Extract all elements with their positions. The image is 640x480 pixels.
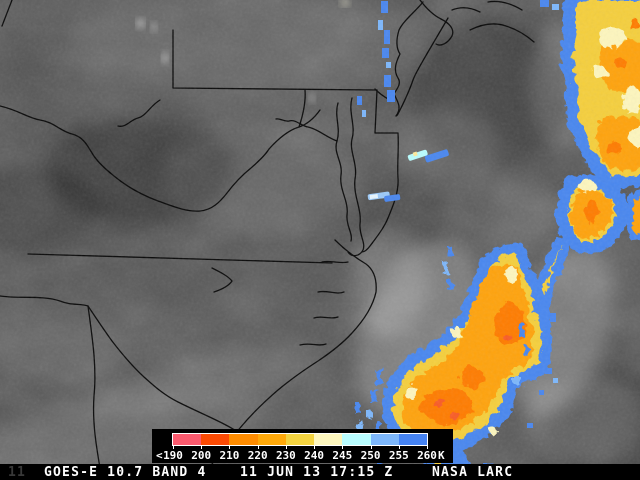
legend-swatch bbox=[314, 434, 343, 445]
legend-tick-label: 210 bbox=[219, 449, 240, 462]
legend-less-than-label: < bbox=[156, 449, 163, 462]
legend-tick-label: 260 bbox=[417, 449, 437, 462]
footer-credit-label: NASA LARC bbox=[432, 465, 514, 480]
legend-swatch bbox=[370, 434, 399, 445]
footer-instrument-label: GOES-E 10.7 BAND 4 bbox=[44, 465, 207, 480]
legend-tick-mark bbox=[398, 446, 400, 449]
legend-tick-label: 255 bbox=[388, 449, 409, 462]
legend-swatch bbox=[173, 434, 202, 445]
legend-tick-mark bbox=[370, 446, 372, 449]
legend-tick-label: 190 bbox=[163, 449, 183, 462]
legend-swatch bbox=[257, 434, 286, 445]
legend-box: 190 200 210 220 230 240 245 250 255 260 < K bbox=[152, 429, 453, 463]
legend-tick-label: 220 bbox=[247, 449, 268, 462]
legend-tick-label: 230 bbox=[275, 449, 296, 462]
legend-tick-mark bbox=[285, 446, 287, 449]
legend-tick-mark bbox=[173, 446, 174, 449]
legend-tick-label: 200 bbox=[191, 449, 212, 462]
legend-tick-mark bbox=[342, 446, 344, 449]
legend-tick-label: 250 bbox=[360, 449, 381, 462]
legend-tick-mark bbox=[427, 446, 428, 449]
legend-tick-label: 245 bbox=[332, 449, 353, 462]
footer-artifact: 11 bbox=[8, 465, 27, 480]
legend-swatch bbox=[398, 434, 427, 445]
legend-tick-label: 240 bbox=[304, 449, 325, 462]
footer-datetime-label: 11 JUN 13 17:15 Z bbox=[240, 465, 394, 480]
legend-swatch bbox=[201, 434, 230, 445]
legend-swatch bbox=[229, 434, 258, 445]
legend-swatch bbox=[285, 434, 315, 445]
legend-tick-mark bbox=[314, 446, 316, 449]
legend-swatch bbox=[342, 434, 371, 445]
footer-bar: 11 GOES-E 10.7 BAND 4 11 JUN 13 17:15 Z … bbox=[0, 464, 640, 480]
legend-tick-mark bbox=[201, 446, 203, 449]
legend-tick-mark bbox=[257, 446, 259, 449]
legend-unit-label: K bbox=[438, 449, 445, 462]
legend-ticks: 190 200 210 220 230 240 245 250 255 260 bbox=[152, 429, 453, 463]
legend-colorbar bbox=[172, 433, 428, 446]
legend-tick-mark bbox=[229, 446, 231, 449]
